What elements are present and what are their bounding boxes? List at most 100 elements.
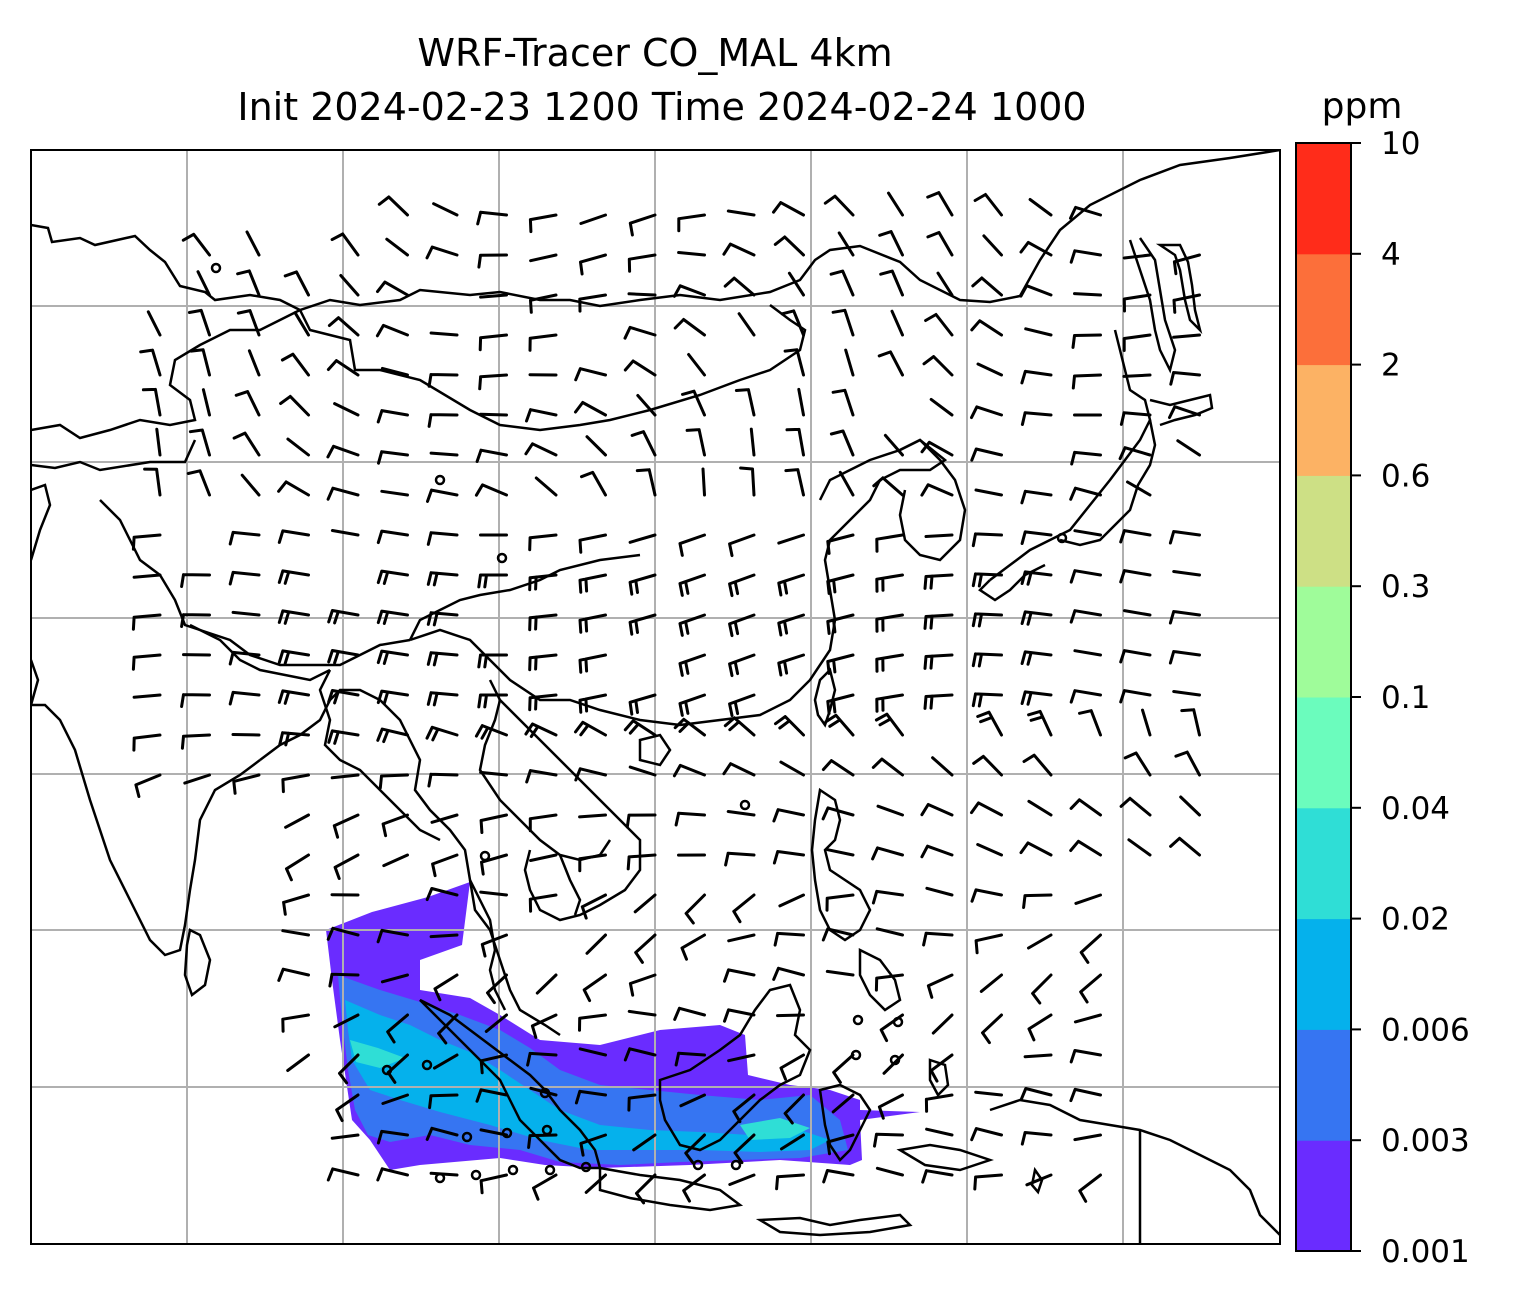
wind-barb [141, 387, 162, 417]
wind-barb [822, 1169, 855, 1184]
wind-barb [772, 201, 805, 217]
wind-barb [1180, 708, 1201, 737]
wind-barb [1172, 570, 1201, 577]
map-grid [31, 150, 1280, 1244]
wind-barb [578, 813, 607, 819]
wind-barb [330, 773, 360, 780]
wind-barb [728, 653, 756, 678]
wind-barb [982, 234, 1003, 257]
wind-barb [528, 573, 558, 592]
wind-barb [633, 893, 657, 914]
wind-barb [926, 973, 954, 999]
wind-barb [377, 450, 409, 465]
wind-barb [433, 973, 459, 1002]
wind-barb [779, 760, 805, 777]
wind-barb [728, 613, 756, 638]
wind-barb [826, 573, 855, 595]
wind-barb [146, 310, 162, 337]
wind-barb [976, 362, 1003, 377]
wind-barb [773, 235, 805, 257]
wind-barb [228, 690, 261, 706]
map-panel [30, 149, 1281, 1245]
wind-barb [623, 325, 657, 340]
wind-barb [970, 319, 1003, 337]
wind-barb [1024, 327, 1053, 337]
wind-barb [682, 1173, 706, 1203]
wind-barb [1019, 841, 1053, 857]
wind-barb [528, 653, 558, 672]
wind-barb [1022, 753, 1053, 777]
wind-barb [1126, 480, 1152, 497]
calm-markers [210, 262, 1068, 1184]
colorbar-tick-label: 0.02 [1381, 902, 1450, 938]
wind-barb [1141, 708, 1152, 737]
wind-barb [528, 613, 558, 632]
wind-barb [821, 927, 855, 942]
wind-barb [532, 1173, 558, 1201]
wind-barb [1119, 689, 1152, 704]
wind-barb [1069, 569, 1102, 584]
wind-barb [779, 1053, 805, 1081]
wind-barb [684, 1133, 706, 1165]
wind-barb [585, 435, 607, 457]
wind-barb [426, 531, 459, 546]
wind-barb [732, 1093, 756, 1124]
wind-barb [376, 280, 409, 297]
wind-barb [131, 533, 162, 551]
wind-barb [529, 1086, 558, 1097]
wind-barb [973, 193, 1003, 217]
wind-barb [578, 613, 607, 634]
wind-barb [155, 427, 162, 457]
wind-barb [431, 853, 459, 878]
colorbar-band [1296, 1140, 1351, 1252]
wind-barb [476, 210, 508, 226]
wind-barb [623, 719, 657, 737]
wind-barb [635, 1173, 657, 1205]
wind-barb [376, 649, 409, 665]
wind-barb [478, 333, 508, 352]
wind-barb [772, 966, 805, 981]
colorbar: ppm 0.001 0.003 0.006 0.02 0.04 0.1 0.3 0.6 2 4 10 [1295, 86, 1470, 1270]
wind-barb [376, 529, 409, 545]
wind-barb [486, 973, 508, 1005]
wind-barb [630, 430, 657, 457]
wind-barb [479, 293, 508, 299]
wind-barb [970, 888, 1003, 903]
wind-barb [430, 813, 459, 824]
wind-barb [871, 889, 904, 905]
wind-barb [723, 968, 756, 983]
wind-barb [534, 476, 558, 497]
wind-barb [778, 893, 805, 908]
wind-barb [231, 733, 261, 737]
wind-barb [186, 469, 211, 497]
wind-barb [875, 573, 904, 593]
wind-barb [772, 850, 805, 865]
plume-band-0.006 [345, 1000, 830, 1152]
wind-barb [728, 693, 756, 718]
wind-barb [330, 529, 360, 537]
wind-barb [628, 573, 657, 596]
wind-barb [924, 533, 954, 538]
wind-barb [425, 1126, 459, 1141]
wind-barb [376, 609, 409, 625]
wind-barb [376, 569, 409, 585]
wind-barb [1119, 569, 1152, 584]
wind-barb [678, 573, 706, 597]
wind-barb [875, 533, 904, 553]
wind-barb [826, 848, 855, 857]
wind-barb [277, 569, 310, 585]
wind-barb [1020, 610, 1053, 626]
wind-barb [427, 772, 459, 788]
colorbar-tick-label: 4 [1381, 237, 1401, 273]
wind-barb [277, 967, 310, 982]
wind-barb [825, 893, 855, 912]
wind-barb [425, 725, 459, 742]
wind-barb [134, 773, 162, 798]
wind-barb [240, 473, 261, 497]
wind-barb [727, 1053, 756, 1063]
wind-barb [1168, 650, 1201, 665]
wind-barb [875, 613, 904, 633]
wind-barb [1020, 650, 1053, 666]
wind-barb [477, 693, 508, 709]
wind-barb [574, 367, 607, 382]
